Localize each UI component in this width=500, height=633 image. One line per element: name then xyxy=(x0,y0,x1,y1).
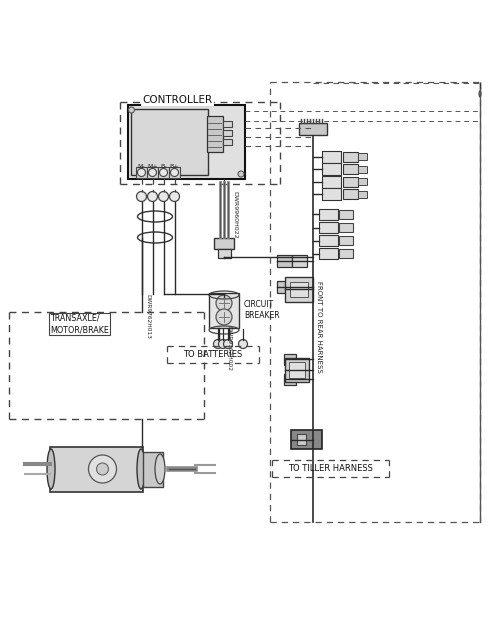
Bar xyxy=(358,153,366,160)
Circle shape xyxy=(238,339,248,349)
Bar xyxy=(318,248,338,259)
Circle shape xyxy=(218,339,228,349)
Bar xyxy=(142,451,163,487)
Polygon shape xyxy=(212,298,236,306)
Bar xyxy=(296,434,306,445)
Text: DWR9762H013: DWR9762H013 xyxy=(145,294,150,339)
Ellipse shape xyxy=(137,449,145,489)
Circle shape xyxy=(170,192,179,201)
Circle shape xyxy=(158,192,168,201)
Ellipse shape xyxy=(155,454,165,484)
Circle shape xyxy=(160,168,168,177)
Text: DWR9762H002: DWR9762H002 xyxy=(226,326,232,371)
Text: CIRCUIT
BREAKER: CIRCUIT BREAKER xyxy=(244,300,280,320)
Bar xyxy=(338,223,352,232)
Circle shape xyxy=(214,339,222,349)
Bar xyxy=(342,164,357,174)
Bar xyxy=(338,249,352,258)
Bar xyxy=(276,254,291,266)
Bar xyxy=(299,123,326,134)
Bar xyxy=(322,151,340,163)
Bar xyxy=(206,115,223,151)
Circle shape xyxy=(148,192,158,201)
Bar xyxy=(358,191,366,197)
Bar xyxy=(284,373,296,384)
Bar xyxy=(290,282,308,296)
Bar xyxy=(136,167,147,178)
Text: DWR9960H022: DWR9960H022 xyxy=(232,191,237,239)
Bar xyxy=(290,430,322,449)
Circle shape xyxy=(96,463,108,475)
Circle shape xyxy=(238,171,244,177)
Circle shape xyxy=(216,309,232,325)
Bar xyxy=(322,163,340,175)
Bar xyxy=(285,277,312,301)
Text: CONTROLLER: CONTROLLER xyxy=(142,95,212,105)
Circle shape xyxy=(148,168,156,177)
Circle shape xyxy=(216,295,232,311)
Bar xyxy=(284,353,296,365)
Bar xyxy=(128,105,245,179)
Bar xyxy=(318,208,338,220)
Bar xyxy=(223,120,232,127)
Bar xyxy=(147,167,158,178)
Circle shape xyxy=(136,192,146,201)
Bar xyxy=(318,235,338,246)
Bar xyxy=(276,280,290,292)
Bar xyxy=(322,175,340,187)
Bar xyxy=(338,210,352,218)
Bar xyxy=(342,189,357,199)
Text: B-: B- xyxy=(160,164,167,169)
Bar xyxy=(358,178,366,185)
Text: TO BATTERIES: TO BATTERIES xyxy=(183,350,242,359)
Bar xyxy=(158,167,169,178)
Bar xyxy=(342,151,357,161)
Bar xyxy=(214,238,234,249)
Text: FRONT TO REAR HARNESS: FRONT TO REAR HARNESS xyxy=(316,280,322,372)
Bar xyxy=(292,254,306,266)
Ellipse shape xyxy=(479,91,481,97)
Bar xyxy=(223,139,232,144)
Text: TRANSAXLE/
MOTOR/BRAKE: TRANSAXLE/ MOTOR/BRAKE xyxy=(50,314,109,334)
Bar xyxy=(130,109,208,175)
Bar xyxy=(223,130,232,135)
Text: M+: M+ xyxy=(147,164,158,169)
Circle shape xyxy=(128,107,134,113)
Bar xyxy=(318,222,338,233)
Bar xyxy=(358,165,366,173)
Bar xyxy=(285,358,309,382)
Bar xyxy=(322,188,340,200)
Bar xyxy=(338,236,352,245)
Bar xyxy=(169,167,180,178)
Bar xyxy=(209,292,239,327)
Circle shape xyxy=(88,455,117,483)
Ellipse shape xyxy=(47,449,55,489)
Bar xyxy=(218,249,230,258)
Circle shape xyxy=(138,168,145,177)
Circle shape xyxy=(170,168,178,177)
Bar xyxy=(342,177,357,187)
Bar xyxy=(289,361,305,377)
Text: TO TILLER HARNESS: TO TILLER HARNESS xyxy=(288,464,372,473)
Circle shape xyxy=(224,339,232,349)
Text: B+: B+ xyxy=(170,164,179,169)
Text: M-: M- xyxy=(138,164,145,169)
Bar xyxy=(50,446,142,491)
